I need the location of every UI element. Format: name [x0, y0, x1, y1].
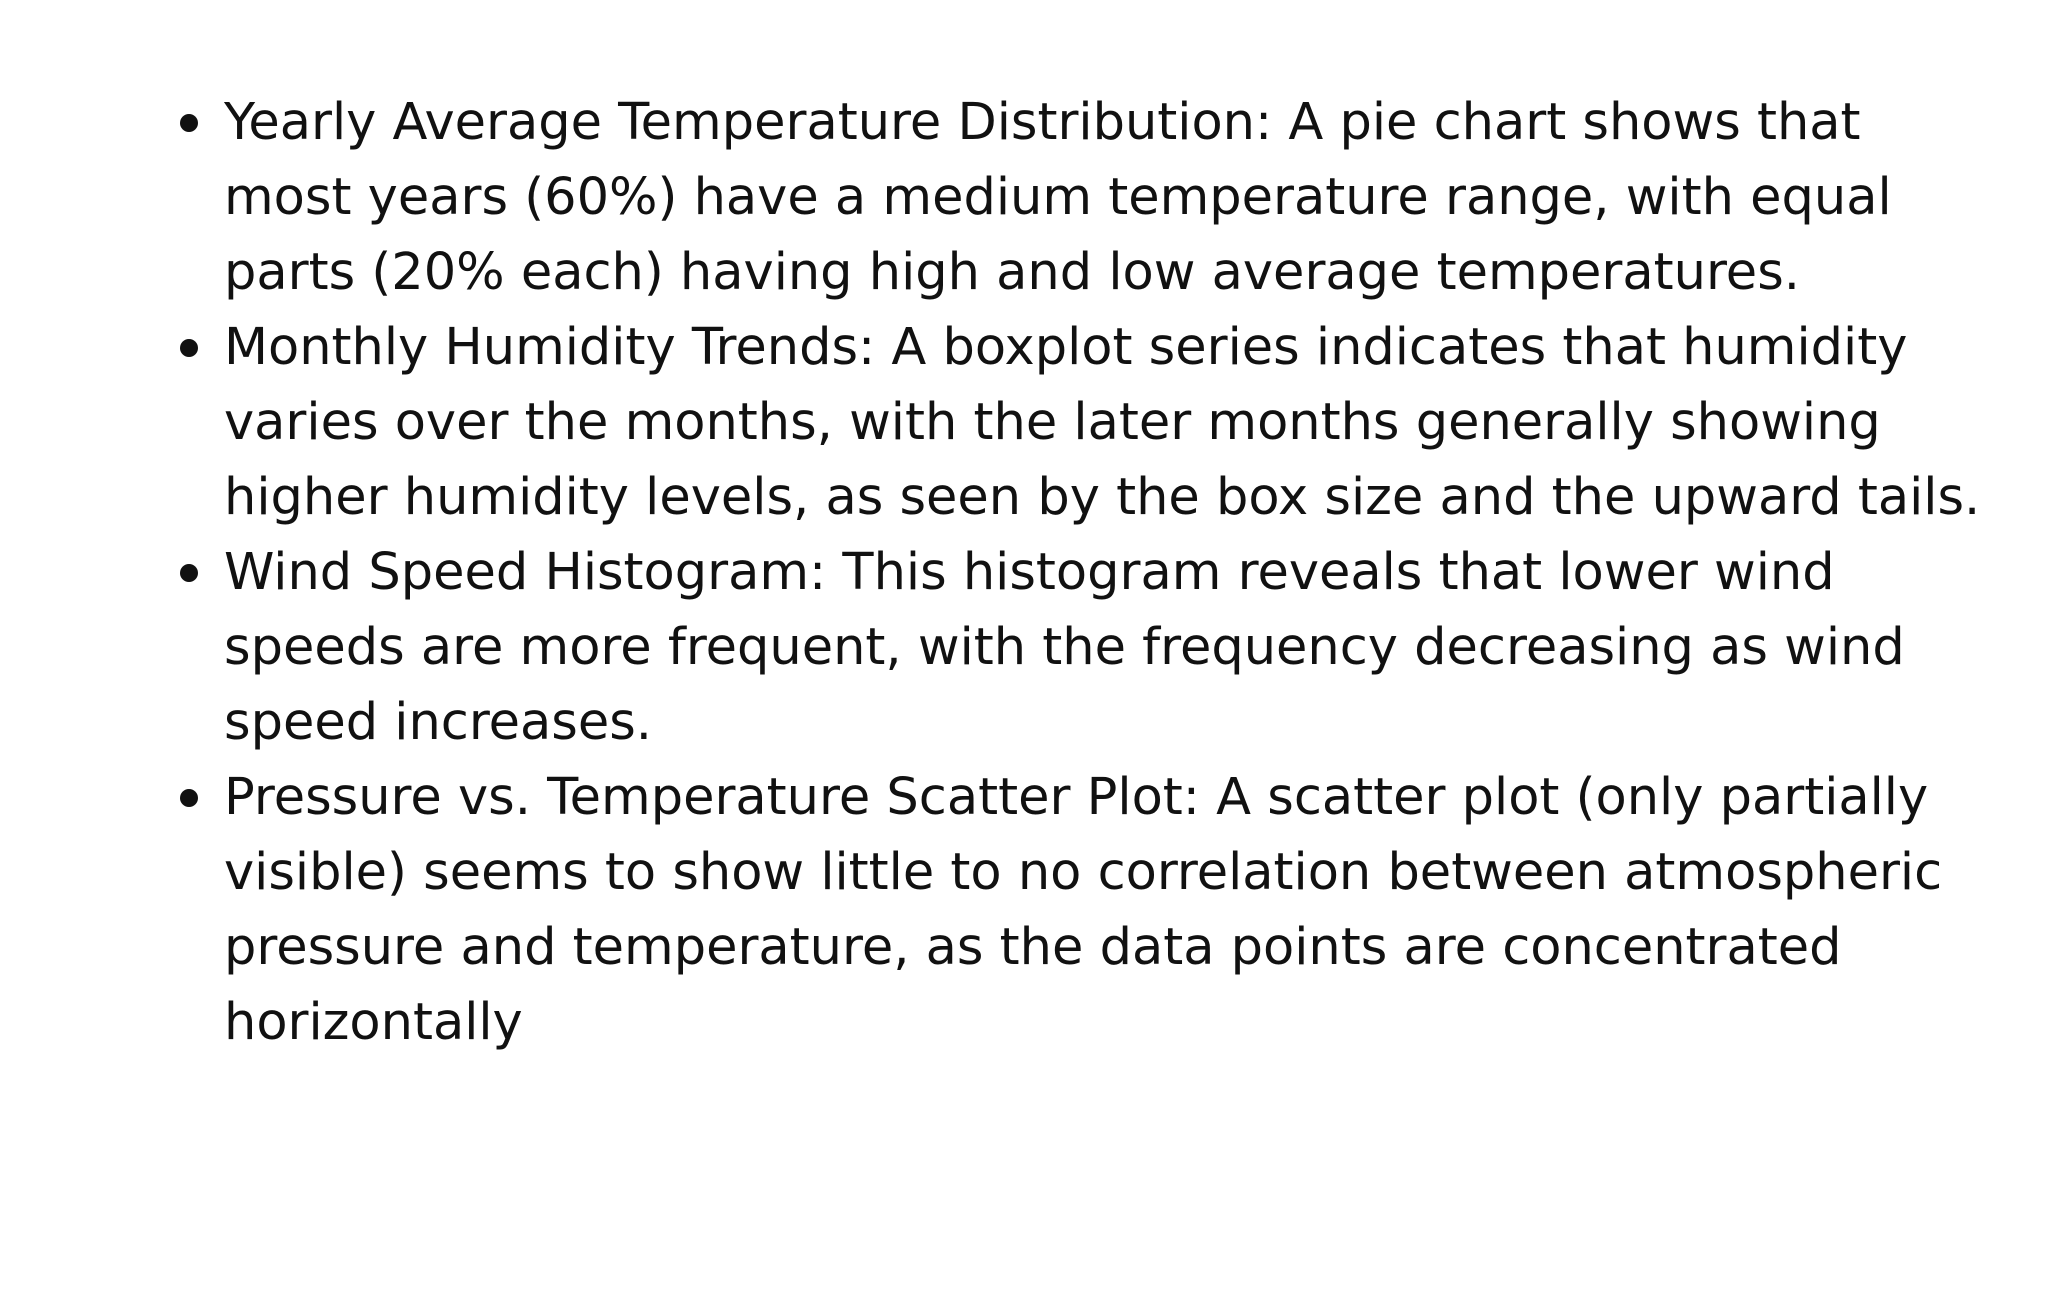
- bullet-text: Wind Speed Histogram: This histogram rev…: [224, 543, 1905, 752]
- bullet-dot-icon: [180, 789, 198, 807]
- bullet-text: Monthly Humidity Trends: A boxplot serie…: [224, 318, 1981, 527]
- document-body: Yearly Average Temperature Distribution:…: [0, 85, 2048, 1060]
- bullet-dot-icon: [180, 564, 198, 582]
- bullet-dot-icon: [180, 114, 198, 132]
- summary-bullet-list: Yearly Average Temperature Distribution:…: [0, 85, 2048, 1060]
- bullet-wind-speed: Wind Speed Histogram: This histogram rev…: [0, 535, 1984, 760]
- bullet-text: Yearly Average Temperature Distribution:…: [224, 93, 1892, 302]
- bullet-pressure-temperature: Pressure vs. Temperature Scatter Plot: A…: [0, 760, 1984, 1060]
- bullet-temperature-distribution: Yearly Average Temperature Distribution:…: [0, 85, 1984, 310]
- bullet-text: Pressure vs. Temperature Scatter Plot: A…: [224, 768, 1943, 1052]
- bullet-humidity-trends: Monthly Humidity Trends: A boxplot serie…: [0, 310, 1984, 535]
- bullet-dot-icon: [180, 339, 198, 357]
